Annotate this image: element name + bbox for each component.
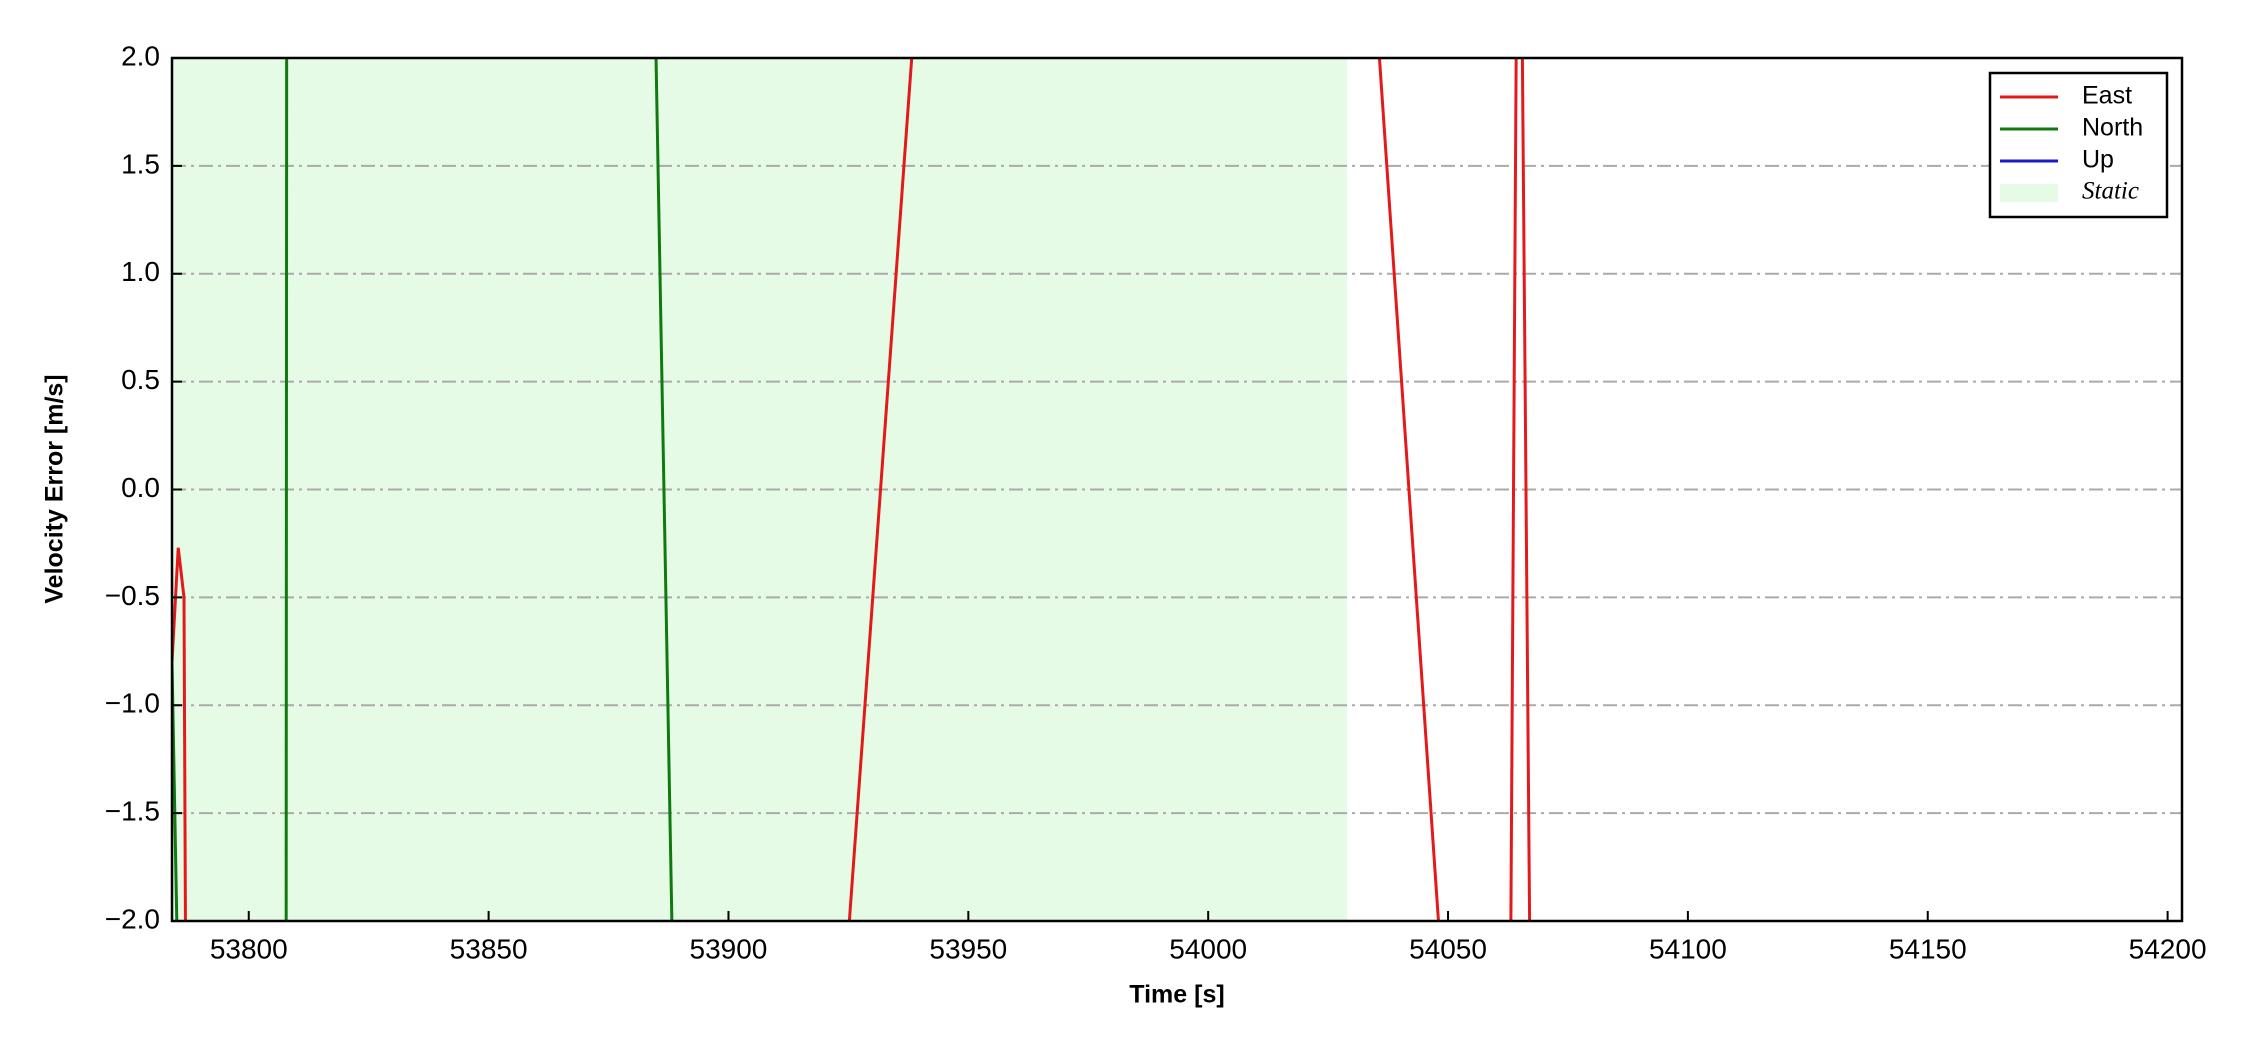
x-tick-label: 54150 — [1889, 933, 1967, 964]
y-tick-label: −2.0 — [105, 903, 160, 934]
y-tick-label: 1.5 — [121, 148, 160, 179]
y-tick-label: −1.0 — [105, 688, 160, 719]
x-tick-label: 54050 — [1409, 933, 1487, 964]
legend-label: North — [2082, 114, 2143, 142]
x-tick-label: 54200 — [2129, 933, 2207, 964]
x-tick-label: 53800 — [210, 933, 288, 964]
y-tick-label: 0.5 — [121, 364, 160, 395]
x-tick-label: 53900 — [690, 933, 768, 964]
y-tick-label: −1.5 — [105, 796, 160, 827]
x-tick-label: 53850 — [450, 933, 528, 964]
x-tick-label: 54000 — [1169, 933, 1247, 964]
legend-label: Up — [2082, 146, 2114, 174]
legend-label: East — [2082, 82, 2132, 110]
y-tick-label: −0.5 — [105, 580, 160, 611]
y-tick-label: 0.0 — [121, 472, 160, 503]
x-tick-label: 54100 — [1649, 933, 1727, 964]
x-tick-label: 53950 — [929, 933, 1007, 964]
y-tick-label: 1.0 — [121, 256, 160, 287]
y-tick-label: 2.0 — [121, 40, 160, 71]
legend-swatch — [2000, 184, 2058, 202]
plot-area — [172, 58, 2182, 921]
plot-frame — [170, 56, 2184, 923]
x-axis-title: Time [s] — [1129, 981, 1224, 1009]
legend-label: Static — [2082, 178, 2139, 205]
legend: East North Up Static — [1988, 71, 2169, 219]
y-axis-title: Velocity Error [m/s] — [41, 374, 69, 603]
series-line — [172, 58, 1532, 921]
